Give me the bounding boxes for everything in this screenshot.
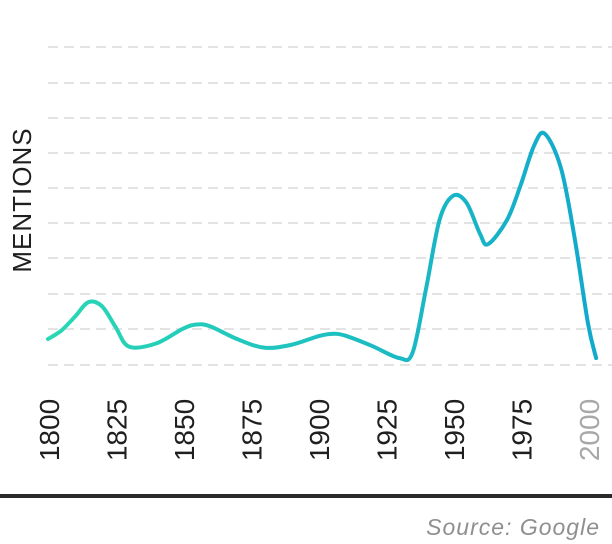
x-tick-label: 1950 bbox=[439, 399, 470, 461]
series-line bbox=[46, 130, 599, 363]
x-tick-label: 1800 bbox=[34, 399, 65, 461]
x-tick-label: 1850 bbox=[169, 399, 200, 461]
x-tick-label: 2000 bbox=[574, 399, 605, 461]
x-tick-label: 1825 bbox=[102, 399, 133, 461]
x-tick-label: 1875 bbox=[237, 399, 268, 461]
x-tick-label: 1975 bbox=[507, 399, 538, 461]
x-tick-label: 1925 bbox=[372, 399, 403, 461]
x-tick-label: 1900 bbox=[304, 399, 335, 461]
source-note: Source: Google bbox=[426, 514, 600, 540]
y-axis-label: MENTIONS bbox=[7, 127, 37, 272]
bottom-rule bbox=[0, 494, 612, 498]
